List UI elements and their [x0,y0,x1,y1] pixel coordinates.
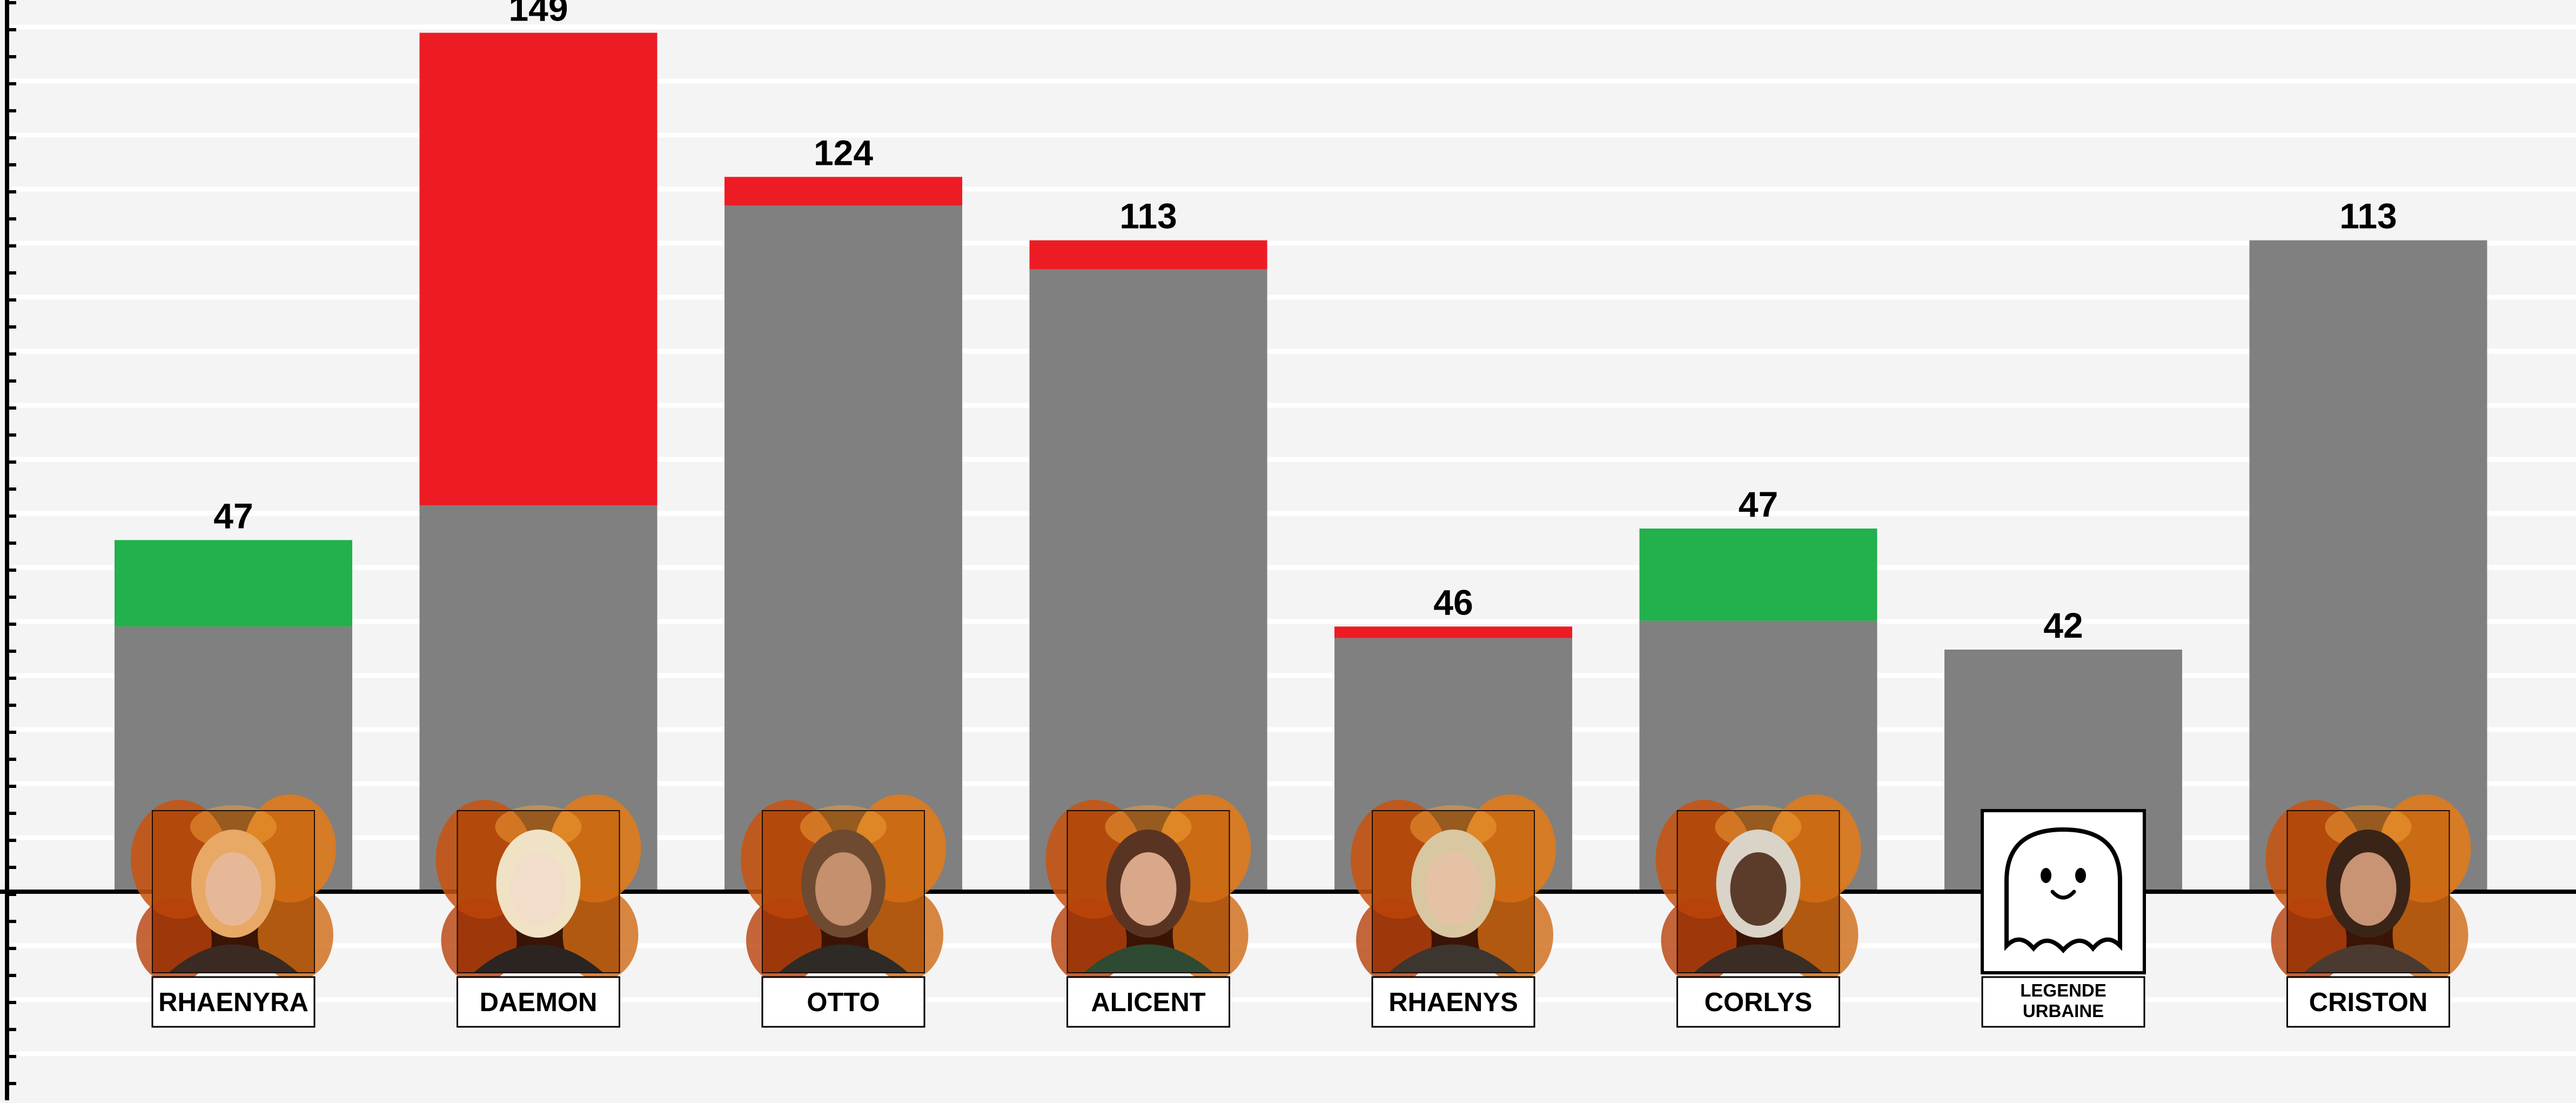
bar-loss-segment [1029,240,1267,269]
bar-base-segment [2249,240,2487,892]
bar-loss-segment [419,32,658,506]
bar-loss-segment [1334,626,1572,638]
portrait-rhaenyra-icon [131,794,336,984]
category-card: RHAENYS [1351,794,1556,1028]
bar-value-label: 149 [508,0,568,29]
category-card: CORLYS [1655,794,1861,1028]
portrait-shoulders [169,944,298,973]
portrait-shoulders [1388,944,1518,973]
category-label-box [1981,976,2145,1028]
portrait-face [205,852,261,926]
bar-loss-segment [725,177,962,206]
portrait-frame [762,810,925,973]
bar-value-label: 124 [814,132,873,172]
portrait-shoulders [2303,944,2433,973]
category-label: RHAENYRA [158,988,308,1017]
ghost-eye [2075,868,2086,883]
portrait-shoulders [779,944,908,973]
category-label-box [1066,976,1230,1028]
category-label-box [151,976,316,1028]
portrait-face [815,852,871,926]
category-card: ALICENT [1045,794,1251,1028]
portrait-daemon-icon [435,794,641,984]
bar-base-segment [725,205,962,892]
y-axis [5,0,16,1100]
category-label: LEGENDE [2020,980,2107,1000]
portrait-alicent-icon [1045,794,1251,984]
portrait-face [1120,852,1177,926]
portrait-rhaenys-icon [1351,794,1556,984]
category-label-box [457,976,620,1028]
portrait-frame [1676,810,1840,973]
category-label-box [1371,976,1535,1028]
portrait-criston-icon [2265,794,2471,984]
portrait-frame [1066,810,1230,973]
portrait-frame [2286,810,2450,973]
portrait-frame [457,810,620,973]
ghost-mouth [2050,890,2076,900]
portrait-otto-icon [741,794,946,984]
ghost-icon [1981,809,2146,974]
category-label: CORLYS [1705,988,1813,1017]
portrait-shoulders [1693,944,1823,973]
category-label-box [761,976,925,1028]
category-label-box [2286,976,2450,1028]
portrait-face [2340,852,2397,926]
portrait-shoulders [473,944,603,973]
category-label-box [1676,976,1840,1028]
ghost-body [2004,827,2122,953]
portrait-face [510,852,567,926]
bar-value-label: 113 [1119,196,1177,236]
bars: 47 149 124 113 46 47 42 113 [115,0,2487,892]
bar-value-label: 47 [213,496,253,536]
grid-lines [10,24,2576,1057]
portrait-face [1425,852,1481,926]
bar-value-label: 113 [2339,196,2397,236]
portrait-frame [1372,810,1535,973]
category-label: CRISTON [2309,988,2428,1017]
portrait-corlys-icon [1655,794,1861,984]
bar-value-label: 46 [1433,582,1473,622]
bar-gain-segment [1639,529,1877,621]
bar-value-label: 47 [1739,484,1778,524]
portrait-frame [152,810,315,973]
category-card: OTTO [741,794,946,1028]
portrait-face [1730,852,1787,926]
ghost-eye [2041,868,2051,883]
category-card: DAEMON [435,794,641,1028]
bar-gain-segment [115,540,352,627]
portrait-shoulders [1083,944,1213,973]
category-label: RHAENYS [1388,988,1518,1017]
category-label: ALICENT [1091,988,1205,1017]
category-card: CRISTON [2265,794,2471,1028]
category-cards: RHAENYRA DAEMON OTTO ALICENT RHAENYS CORLYS LE… [131,794,2471,1028]
category-card: RHAENYRA [131,794,336,1028]
category-label: URBAINE [2023,1001,2104,1021]
bar-base-segment [1029,269,1267,892]
category-label: DAEMON [480,988,598,1017]
category-label: OTTO [807,988,880,1017]
bar-value-label: 42 [2043,605,2083,645]
